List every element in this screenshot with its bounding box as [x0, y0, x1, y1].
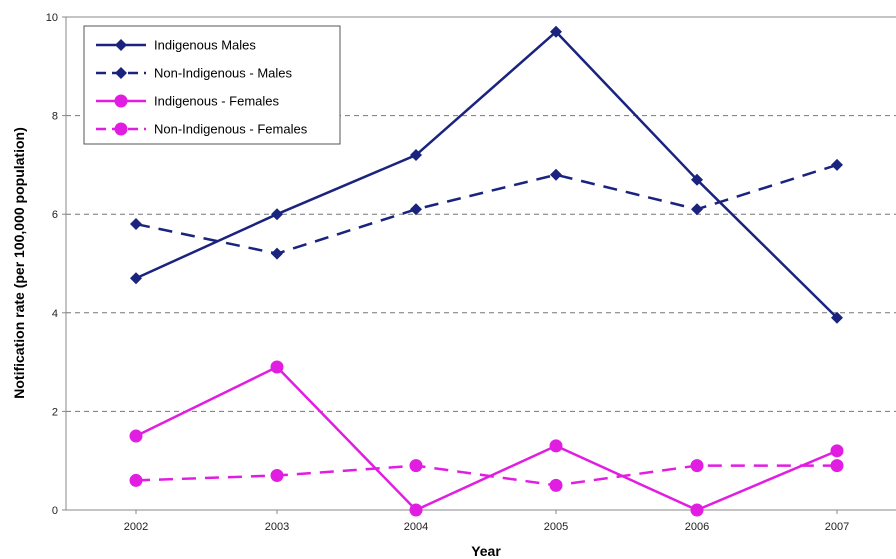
x-tick-label: 2003 — [265, 521, 289, 533]
legend: Indigenous Males Non-Indigenous - Males In… — [83, 25, 341, 145]
data-point-diamond — [115, 67, 127, 79]
data-point-circle — [549, 439, 563, 453]
y-ticks: 0 2 4 6 8 10 — [46, 12, 66, 517]
data-point-circle — [409, 459, 423, 473]
data-point-circle — [549, 478, 563, 492]
data-point-circle — [830, 444, 844, 458]
legend-item: Indigenous - Females — [96, 94, 280, 109]
legend-label: Indigenous - Females — [154, 94, 280, 109]
data-point-diamond — [271, 208, 283, 221]
data-point-circle — [114, 122, 128, 136]
series-line — [135, 464, 837, 487]
data-point-diamond — [691, 173, 703, 186]
data-point-circle — [270, 468, 284, 482]
y-tick-label: 0 — [52, 505, 58, 517]
data-point-diamond — [115, 39, 127, 51]
data-point-diamond — [550, 25, 562, 38]
x-tick-label: 2005 — [544, 521, 568, 533]
data-point-diamond — [130, 272, 142, 285]
legend-items: Indigenous Males Non-Indigenous - Males In… — [96, 38, 308, 137]
data-point-diamond — [271, 247, 283, 260]
y-tick-label: 6 — [52, 209, 58, 221]
series-line — [135, 365, 838, 512]
legend-item: Non-Indigenous - Males — [96, 66, 293, 81]
data-point-diamond — [410, 149, 422, 162]
series-3 — [129, 360, 844, 517]
x-tick-label: 2006 — [685, 521, 709, 533]
y-tick-label: 4 — [52, 308, 58, 320]
x-tick-label: 2002 — [124, 521, 148, 533]
data-point-circle — [690, 459, 704, 473]
data-point-diamond — [831, 311, 843, 324]
series-line — [135, 163, 838, 255]
data-point-diamond — [550, 168, 562, 181]
legend-label: Indigenous Males — [154, 38, 256, 53]
data-point-diamond — [130, 218, 142, 231]
y-tick-label: 8 — [52, 111, 58, 123]
data-point-circle — [129, 429, 143, 443]
y-tick-label: 10 — [46, 12, 58, 24]
y-tick-label: 2 — [52, 406, 58, 418]
x-tick-label: 2004 — [404, 521, 428, 533]
series-group — [129, 25, 844, 517]
data-point-circle — [114, 94, 128, 108]
data-point-circle — [129, 473, 143, 487]
x-ticks: 2002 2003 2004 2005 2006 2007 — [124, 510, 849, 533]
data-point-circle — [830, 459, 844, 473]
legend-label: Non-Indigenous - Females — [154, 122, 308, 137]
legend-item: Indigenous Males — [96, 38, 256, 53]
series-4 — [129, 459, 844, 492]
data-point-diamond — [831, 158, 843, 171]
legend-label: Non-Indigenous - Males — [154, 66, 293, 81]
y-axis-title: Notification rate (per 100,000 populatio… — [11, 127, 27, 399]
legend-item: Non-Indigenous - Females — [96, 122, 308, 137]
data-point-circle — [270, 360, 284, 374]
data-point-diamond — [410, 203, 422, 216]
data-point-circle — [690, 503, 704, 517]
data-point-circle — [409, 503, 423, 517]
series-2 — [130, 158, 843, 260]
data-point-diamond — [691, 203, 703, 216]
x-axis-title: Year — [471, 543, 501, 559]
x-tick-label: 2007 — [825, 521, 849, 533]
